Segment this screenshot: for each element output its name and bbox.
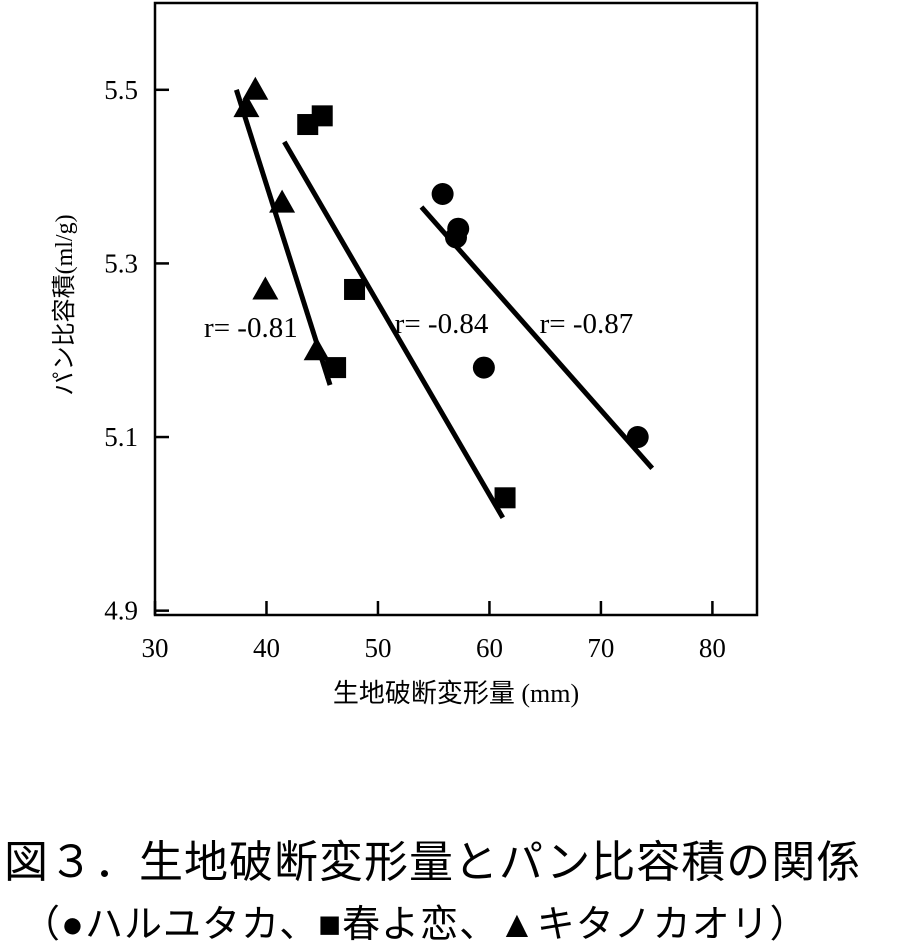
r-value-label: r= -0.81 — [204, 312, 298, 344]
data-point-circle — [626, 426, 649, 449]
data-point-triangle — [269, 189, 296, 213]
figure-caption-legend: （●ハルユタカ、■春よ恋、▲キタノカオリ） — [22, 904, 809, 945]
x-axis-tick-label: 80 — [699, 633, 726, 663]
data-point-square — [325, 357, 347, 379]
x-axis-tick-label: 70 — [587, 633, 614, 663]
data-point-triangle — [242, 76, 269, 100]
plot-area-frame — [153, 1, 759, 617]
data-point-circle — [472, 356, 495, 379]
regression-line-square — [282, 140, 505, 520]
data-point-circle — [445, 226, 467, 249]
data-point-square — [344, 278, 366, 300]
y-axis-title: パン比容積(ml/g) — [51, 214, 78, 395]
y-axis-tick-label: 5.1 — [104, 422, 138, 452]
data-point-triangle — [303, 337, 330, 361]
x-axis-tick-label: 50 — [364, 633, 391, 663]
y-axis-tick-label: 5.5 — [104, 75, 138, 105]
data-point-triangle — [233, 94, 260, 118]
x-axis-title: 生地破断変形量 (mm) — [333, 679, 579, 708]
x-axis-tick-label: 30 — [142, 633, 169, 663]
data-point-triangle — [252, 276, 279, 300]
r-value-label: r= -0.84 — [395, 308, 489, 340]
regression-line-circle — [419, 205, 655, 470]
x-axis-tick-label: 40 — [253, 633, 280, 663]
data-point-square — [494, 487, 516, 509]
figure-caption-title: 図３．生地破断変形量とパン比容積の関係 — [4, 838, 862, 887]
y-axis-tick-label: 5.3 — [104, 248, 138, 278]
data-point-square — [311, 105, 333, 127]
regression-line-triangle — [233, 89, 333, 386]
y-axis-tick-label: 4.9 — [104, 596, 138, 626]
scatter-chart: 30 40 50 60 70 80 4.9 5.1 5.3 5.5 生地破断変形量 (mm) パン比容… — [51, 1, 759, 708]
r-value-label: r= -0.87 — [540, 308, 634, 340]
data-point-circle — [431, 182, 454, 205]
x-axis-tick-label: 60 — [476, 633, 503, 663]
